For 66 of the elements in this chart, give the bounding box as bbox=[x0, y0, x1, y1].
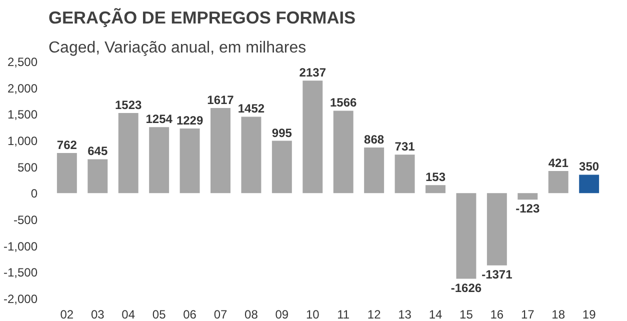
data-label: 995 bbox=[272, 126, 292, 140]
x-tick-label: 06 bbox=[183, 308, 197, 321]
x-tick-label: 16 bbox=[490, 308, 504, 321]
x-tick-label: 17 bbox=[520, 308, 535, 321]
data-label: 350 bbox=[579, 160, 600, 174]
bar bbox=[272, 140, 292, 194]
data-label: 153 bbox=[425, 170, 446, 184]
data-label: 868 bbox=[364, 132, 384, 146]
y-tick-label: 0 bbox=[30, 186, 38, 201]
data-label: 1617 bbox=[207, 93, 234, 108]
x-tick-label: 09 bbox=[275, 308, 289, 321]
x-tick-label: 15 bbox=[460, 308, 474, 321]
x-tick-label: 13 bbox=[398, 308, 412, 321]
data-label: -1626 bbox=[450, 280, 482, 295]
y-tick-label: 500 bbox=[17, 160, 38, 174]
x-tick-label: 19 bbox=[582, 308, 596, 321]
y-tick-label: -500 bbox=[13, 213, 38, 227]
bar bbox=[518, 193, 538, 200]
bar bbox=[56, 153, 77, 194]
bar bbox=[333, 110, 354, 194]
bar bbox=[88, 159, 108, 194]
x-tick-label: 11 bbox=[337, 308, 350, 321]
bar bbox=[210, 108, 230, 194]
data-label: 2137 bbox=[299, 66, 326, 80]
bar bbox=[364, 147, 384, 194]
bar bbox=[548, 170, 568, 194]
data-label: 1254 bbox=[146, 112, 173, 126]
chart-title: GERAÇÃO DE EMPREGOS FORMAIS bbox=[48, 8, 356, 28]
x-tick-label: 10 bbox=[306, 308, 320, 321]
bar bbox=[426, 185, 446, 194]
bar bbox=[579, 174, 600, 194]
data-label: 731 bbox=[394, 140, 416, 154]
data-label: -123 bbox=[516, 202, 540, 216]
y-tick-label: -1,500 bbox=[3, 266, 38, 280]
y-tick-label: 2,500 bbox=[7, 55, 38, 69]
bar bbox=[302, 80, 323, 194]
bar bbox=[486, 193, 507, 266]
y-tick-label: 2,000 bbox=[7, 81, 38, 96]
y-tick-label: 1,500 bbox=[7, 108, 38, 122]
y-tick-label: -1,000 bbox=[3, 239, 38, 254]
data-label: 1229 bbox=[176, 113, 204, 128]
data-label: 421 bbox=[548, 156, 569, 170]
y-tick-label: -2,000 bbox=[3, 292, 38, 306]
bar bbox=[118, 112, 138, 194]
chart-subtitle: Caged, Variação anual, em milhares bbox=[48, 40, 306, 56]
x-tick-label: 02 bbox=[60, 308, 74, 321]
x-tick-label: 12 bbox=[367, 308, 382, 321]
bar bbox=[241, 116, 262, 194]
y-tick-label: 1,000 bbox=[7, 134, 38, 148]
data-label: 1452 bbox=[238, 102, 265, 116]
bar bbox=[394, 154, 415, 194]
x-tick-label: 03 bbox=[90, 308, 105, 321]
data-label: 645 bbox=[88, 144, 108, 158]
x-tick-label: 08 bbox=[244, 308, 258, 321]
x-tick-label: 14 bbox=[428, 308, 442, 321]
data-label: 1566 bbox=[330, 96, 358, 110]
bar bbox=[149, 127, 170, 194]
bar bbox=[180, 128, 200, 194]
data-label: 1523 bbox=[115, 98, 142, 112]
x-tick-label: 18 bbox=[552, 308, 566, 321]
data-label: 762 bbox=[56, 138, 78, 152]
x-tick-label: 05 bbox=[152, 308, 166, 321]
bar bbox=[456, 193, 476, 279]
x-tick-label: 04 bbox=[122, 308, 136, 321]
data-label: -1371 bbox=[482, 267, 513, 282]
x-tick-label: 07 bbox=[214, 308, 228, 321]
